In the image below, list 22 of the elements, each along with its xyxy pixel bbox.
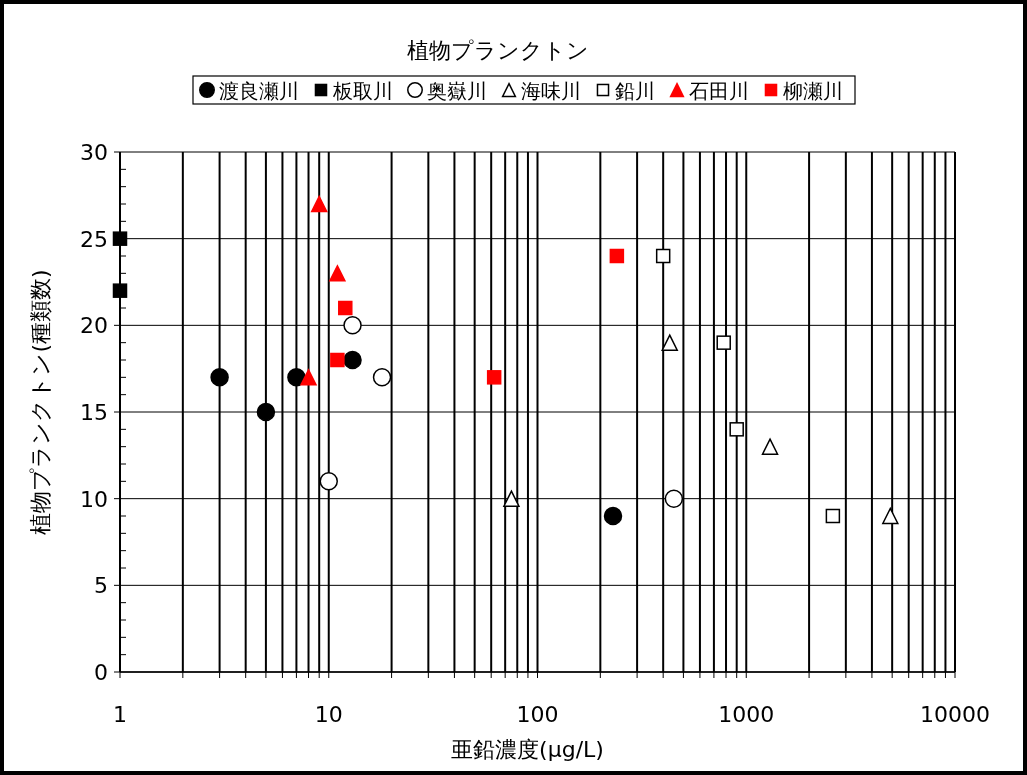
legend-label: 渡良瀬川 — [219, 79, 299, 103]
x-tick-label: 10 — [314, 702, 343, 727]
y-axis-title: 植物プランクトン(種類数) — [28, 269, 53, 535]
y-tick-label: 15 — [80, 400, 108, 425]
x-tick-label: 1 — [113, 702, 127, 727]
chart-title: 植物プランクトン — [406, 38, 589, 63]
y-tick-label: 30 — [80, 140, 108, 165]
legend-label: 石田川 — [689, 79, 749, 103]
y-tick-label: 25 — [80, 226, 108, 252]
x-axis-title: 亜鉛濃度(μg/L) — [451, 737, 604, 762]
legend-label: 鉛川 — [615, 79, 655, 103]
y-tick-label: 10 — [80, 486, 108, 512]
legend-label: 板取川 — [332, 79, 393, 103]
legend-label: 海味川 — [521, 79, 581, 103]
y-tick-label: 20 — [80, 313, 108, 339]
x-tick-label: 10000 — [920, 702, 990, 727]
legend-label: 奥嶽川 — [427, 79, 487, 103]
y-tick-label: 5 — [94, 573, 108, 599]
x-tick-label: 1000 — [718, 702, 775, 727]
y-tick-label: 0 — [94, 660, 108, 685]
x-tick-label: 100 — [516, 702, 559, 727]
legend-label: 柳瀬川 — [783, 79, 843, 103]
